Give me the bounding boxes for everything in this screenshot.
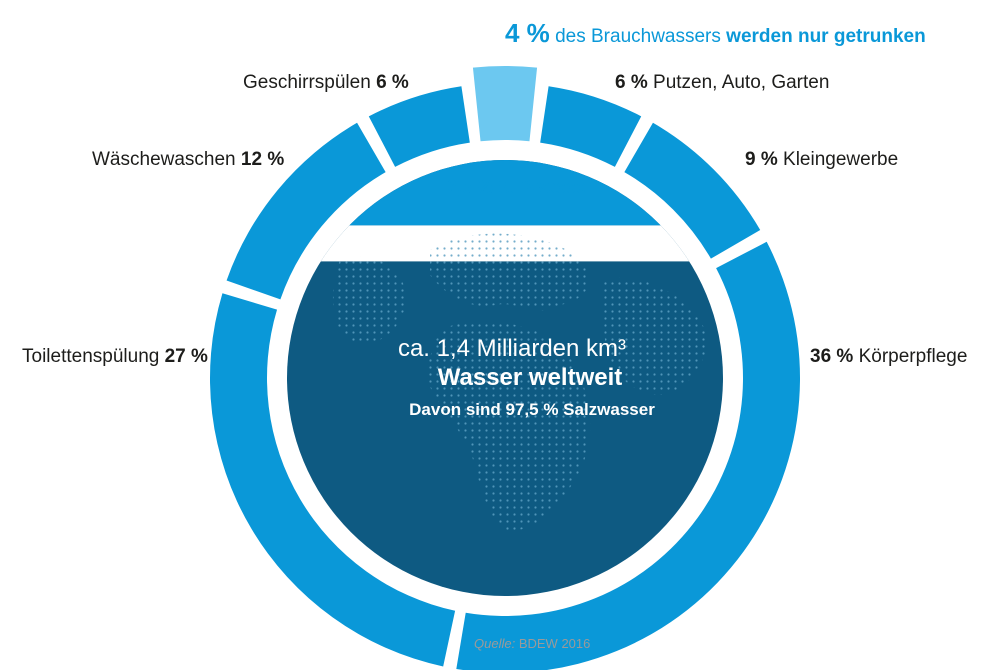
label-geschirr-text: Geschirrspülen — [243, 72, 371, 93]
donut-segment-3 — [456, 241, 800, 670]
globe-continent-dots — [600, 277, 707, 395]
globe-line1: ca. 1,4 Milliarden km³ — [398, 335, 626, 362]
label-kleingewerbe-text: Kleingewerbe — [783, 149, 899, 170]
label-koerperpflege: 36 % Körperpflege — [810, 346, 967, 368]
label-kleingewerbe-pct: 9 % — [745, 149, 778, 170]
label-waesche-pct: 12 % — [240, 149, 285, 170]
globe-continent-dots — [425, 321, 591, 531]
label-putzen: 6 % Putzen, Auto, Garten — [615, 72, 829, 94]
label-toilette-pct: 27 % — [164, 346, 208, 367]
drinking-pct: 4 % — [505, 18, 550, 48]
globe-continent-dots — [430, 233, 590, 311]
label-koerperpflege-pct: 36 % — [810, 346, 854, 367]
donut-segments — [210, 65, 800, 670]
drinking-text: des Brauchwassers — [555, 26, 721, 47]
drinking-callout: 4 % des Brauchwassers werden nur getrunk… — [505, 18, 926, 49]
label-waesche: Wäschewaschen 12 % — [92, 149, 284, 171]
source-prefix: Quelle: — [474, 636, 516, 651]
label-toilette: Toilettenspülung 27 % — [22, 346, 208, 368]
drinking-bold: werden nur getrunken — [726, 26, 926, 47]
label-putzen-pct: 6 % — [615, 72, 648, 93]
globe-line3: Davon sind 97,5 % Salzwasser — [409, 400, 655, 419]
label-koerperpflege-text: Körperpflege — [858, 346, 968, 367]
donut-segment-4 — [210, 293, 456, 667]
donut-segment-5 — [226, 122, 386, 300]
donut-segment-2 — [624, 122, 761, 259]
source-note: Quelle: BDEW 2016 — [474, 636, 590, 651]
label-kleingewerbe: 9 % Kleingewerbe — [745, 149, 898, 171]
label-geschirr-pct: 6 % — [376, 72, 409, 93]
label-waesche-text: Wäschewaschen — [92, 149, 236, 170]
donut-segment-0 — [472, 65, 538, 142]
donut-segment-6 — [368, 86, 470, 167]
label-toilette-text: Toilettenspülung — [22, 346, 160, 367]
donut-segment-1 — [540, 86, 642, 167]
label-putzen-text: Putzen, Auto, Garten — [653, 72, 830, 93]
globe-continent-dots — [332, 256, 406, 345]
freshwater-label: 2,5 % Süßwasser — [447, 177, 593, 197]
label-geschirr: Geschirrspülen 6 % — [243, 72, 409, 94]
globe-line2: Wasser weltweit — [438, 364, 623, 391]
source-text: BDEW 2016 — [518, 636, 591, 651]
